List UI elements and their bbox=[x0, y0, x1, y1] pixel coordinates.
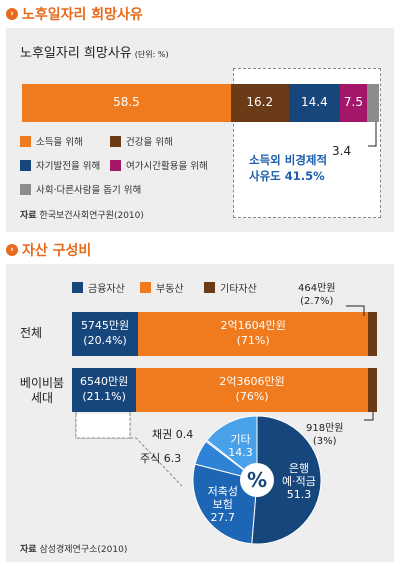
bar-value-label-1: 16.2 bbox=[246, 95, 274, 109]
bar2-value-label-1-0: 6540만원 (21.1%) bbox=[80, 375, 129, 403]
chevron-right-icon: › bbox=[6, 244, 18, 256]
other-pct-total: (2.7%) bbox=[300, 296, 334, 307]
other-pct-babyboom: (3%) bbox=[312, 436, 337, 447]
pie-slice-0 bbox=[251, 415, 322, 544]
pie-label-0: 은행 예·적금 51.3 bbox=[282, 462, 316, 502]
bar2-segment-1-2 bbox=[367, 368, 377, 412]
bar2-segment-1-1 bbox=[136, 368, 368, 412]
legend2-item-0: 금융자산 bbox=[72, 280, 125, 295]
pie-label-2: 주식 6.3 bbox=[140, 452, 182, 465]
legend-item-3: 여가시간활용을 위해 bbox=[110, 158, 208, 172]
bar-value-label-0: 58.5 bbox=[113, 95, 140, 109]
bar2-segment-0-0 bbox=[72, 312, 139, 356]
legend-swatch bbox=[20, 183, 31, 195]
bar2-segment-0-1 bbox=[138, 312, 369, 356]
legend-item-0: 소득을 위해 bbox=[20, 134, 83, 148]
section2-title: 자산 구성비 bbox=[22, 243, 92, 259]
chart2-bar-total: 5745만원 (20.4%) 2억1604만원 (71%) bbox=[72, 312, 377, 356]
pointer-babyboom bbox=[364, 412, 374, 421]
section1-source-label: 자료 bbox=[20, 211, 37, 221]
bar-value-label-3: 7.5 bbox=[343, 95, 363, 109]
bar2-segment-0-2 bbox=[368, 312, 377, 356]
callout-text: 소득외 비경제적 사유도 41.5% bbox=[249, 152, 327, 184]
row-label-total: 전체 bbox=[20, 324, 42, 341]
pie-label-1: 저축성 보험 27.7 bbox=[207, 484, 238, 524]
row-label-babyboom-text: 베이비붐 세대 bbox=[19, 376, 65, 405]
legend-label: 부동산 bbox=[156, 284, 184, 295]
legend-label: 자기발전을 위해 bbox=[36, 161, 101, 172]
callout-line1: 소득외 비경제적 bbox=[249, 153, 328, 167]
chart1-title: 노후일자리 희망사유 bbox=[20, 46, 132, 61]
other-amount-babyboom: 918만원 bbox=[306, 423, 344, 434]
section2-title-wrap: › 자산 구성비 bbox=[6, 240, 91, 260]
section2-panel: 금융자산 부동산 기타자산 전체 베이비붐 세대 5745만원 (20.4%) 2억16… bbox=[6, 264, 394, 562]
chart1-heading: 노후일자리 희망사유 (단위: %) bbox=[20, 42, 169, 61]
bar-segment-3 bbox=[340, 84, 367, 122]
legend2-item-2: 기타자산 bbox=[204, 280, 257, 295]
section1-title: 노후일자리 희망사유 bbox=[22, 7, 143, 23]
legend-swatch bbox=[72, 282, 83, 293]
section2-source: 자료 삼성경제연구소(2010) bbox=[20, 542, 127, 555]
legend-label: 소득을 위해 bbox=[36, 137, 83, 148]
pointer-total bbox=[346, 305, 365, 316]
pie-center-circle bbox=[240, 463, 274, 497]
chart1-label-3-4: 3.4 bbox=[332, 144, 352, 158]
row-label-total-text: 전체 bbox=[20, 326, 43, 340]
pie-slice-4 bbox=[206, 415, 258, 482]
legend-label: 사회·다른사람을 돕기 위해 bbox=[36, 185, 142, 196]
bar2-value-label-0-0: 5745만원 (20.4%) bbox=[80, 319, 130, 347]
legend-item-4: 사회·다른사람을 돕기 위해 bbox=[20, 182, 141, 196]
pie-chart: % bbox=[192, 415, 322, 544]
other-asset-label-total: 464만원 (2.7%) bbox=[298, 282, 336, 308]
legend2-item-1: 부동산 bbox=[140, 280, 184, 295]
legend-label: 금융자산 bbox=[88, 284, 125, 295]
legend-label: 기타자산 bbox=[220, 284, 257, 295]
legend-item-1: 건강을 위해 bbox=[110, 134, 173, 148]
legend-swatch bbox=[20, 135, 31, 147]
bar-value-label-2: 14.4 bbox=[301, 95, 328, 109]
section1-panel: 노후일자리 희망사유 (단위: %) 58.5 16.2 14.4 7.5 3.4 소… bbox=[6, 28, 394, 232]
other-amount-total: 464만원 bbox=[298, 283, 336, 294]
legend-swatch bbox=[204, 282, 215, 293]
pie-label-3: 채권 0.4 bbox=[152, 428, 194, 441]
pie-center-label: % bbox=[247, 468, 267, 492]
bar-segment-4 bbox=[366, 84, 379, 122]
chart1-pointer-line bbox=[368, 122, 377, 147]
chevron-right-icon: › bbox=[6, 8, 18, 20]
pie-connector bbox=[75, 412, 183, 487]
legend-swatch bbox=[110, 159, 121, 171]
bar2-value-label-0-1: 2억1604만원 (71%) bbox=[220, 319, 286, 347]
legend-label: 여가시간활용을 위해 bbox=[126, 161, 208, 172]
chart1-unit: (단위: %) bbox=[134, 50, 169, 59]
other-asset-label-babyboom: 918만원 (3%) bbox=[306, 422, 344, 448]
chart1-stacked-bar: 58.5 16.2 14.4 7.5 bbox=[22, 84, 379, 122]
legend-label: 건강을 위해 bbox=[126, 137, 173, 148]
section1-source-text: 한국보건사회연구원(2010) bbox=[39, 211, 144, 221]
bar2-value-label-1-1: 2억3606만원 (76%) bbox=[219, 375, 285, 403]
section1-title-wrap: › 노후일자리 희망사유 bbox=[6, 4, 143, 24]
bar2-segment-1-0 bbox=[72, 368, 137, 412]
callout-line2: 사유도 41.5% bbox=[249, 169, 325, 183]
section1-source: 자료 한국보건사회연구원(2010) bbox=[20, 208, 144, 221]
bar-segment-1 bbox=[230, 84, 289, 122]
legend-item-2: 자기발전을 위해 bbox=[20, 158, 100, 172]
section2-source-label: 자료 bbox=[20, 545, 37, 555]
legend-swatch bbox=[110, 135, 121, 147]
chart2-bar-babyboom: 6540만원 (21.1%) 2억3606만원 (76%) bbox=[72, 368, 377, 412]
pie-label-4: 기타 14.3 bbox=[228, 432, 253, 459]
row-label-babyboom: 베이비붐 세대 bbox=[14, 376, 70, 406]
section2-source-text: 삼성경제연구소(2010) bbox=[39, 545, 128, 555]
bar-segment-0 bbox=[22, 84, 231, 122]
bar-segment-2 bbox=[288, 84, 341, 122]
legend-swatch bbox=[140, 282, 151, 293]
legend-swatch bbox=[20, 159, 31, 171]
